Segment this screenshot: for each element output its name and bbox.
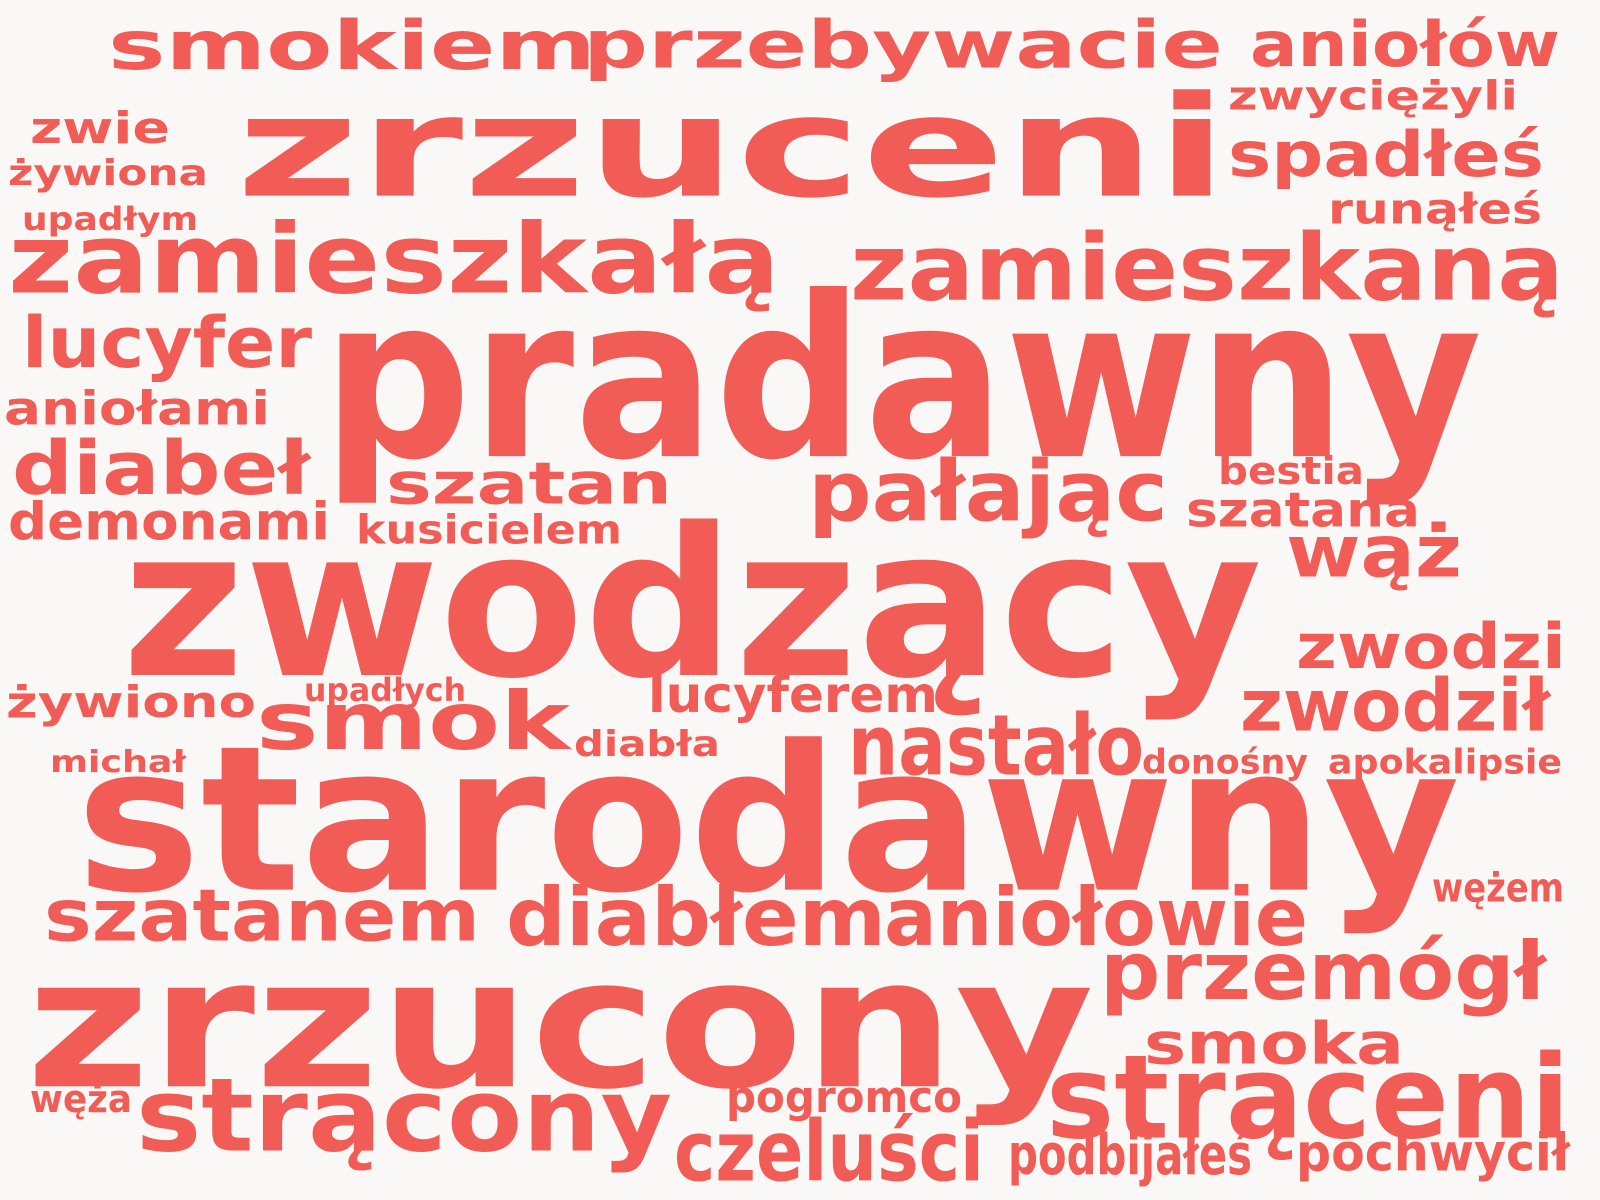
word-upadlym: upadłym xyxy=(22,200,198,238)
word-aniolowie: aniołowie xyxy=(884,870,1308,965)
word-wezem: wężem xyxy=(1432,864,1564,912)
word-bestia: bestia xyxy=(1218,448,1364,494)
word-szatan: szatan xyxy=(386,449,672,518)
word-zrzucony: zrzucony xyxy=(26,918,1094,1130)
word-zamieszkana: zamieszkaną xyxy=(850,213,1564,322)
word-lucyfer: lucyfer xyxy=(22,301,312,384)
word-czelusci: czeluści xyxy=(674,1102,984,1200)
word-zwodzacy: zwodzący xyxy=(122,483,1262,725)
word-szatana: szatana xyxy=(1186,481,1420,538)
word-szatanem: szatanem xyxy=(44,873,480,958)
word-zwodzi: zwodzi xyxy=(1296,610,1566,683)
word-diablem: diabłem xyxy=(506,870,886,965)
word-michal: michał xyxy=(50,744,186,780)
word-aniolami: aniołami xyxy=(4,381,270,436)
word-przemogl: przemógł xyxy=(1100,924,1546,1019)
word-upadlych: upadłych xyxy=(304,671,466,709)
word-spadles: spadłeś xyxy=(1228,118,1544,191)
word-przebywacie: przebywacie xyxy=(583,6,1223,84)
word-diabel: diabeł xyxy=(12,425,310,512)
word-podbijales: podbijałeś xyxy=(1008,1121,1252,1188)
word-pradawny: pradawny xyxy=(322,247,1482,510)
word-straceni: strąceni xyxy=(1046,1029,1570,1166)
word-zrzuceni: zrzuceni xyxy=(236,65,1228,230)
word-waz: wąż xyxy=(1286,509,1462,594)
word-apokalipsie: apokalipsie xyxy=(1328,741,1562,782)
word-zwie: zwie xyxy=(30,102,170,154)
word-starodawny: starodawny xyxy=(76,701,1460,939)
word-smoka: smoka xyxy=(1144,1009,1404,1078)
word-zywiona: żywiona xyxy=(8,151,208,194)
word-aniolow: aniołów xyxy=(1250,8,1560,81)
word-nastalo: nastało xyxy=(848,696,1144,795)
word-zywiono: żywiono xyxy=(6,676,256,728)
word-zamieszkala: zamieszkałą xyxy=(8,203,780,316)
word-runales: runąłeś xyxy=(1328,184,1542,234)
word-zwyciezyli: zwyciężyli xyxy=(1228,72,1518,120)
word-pogromco: pogromco xyxy=(726,1071,962,1123)
word-weza: węża xyxy=(30,1076,132,1122)
word-kusicielem: kusicielem xyxy=(356,506,622,554)
word-lucyferem: lucyferem xyxy=(648,665,938,724)
word-diabla: diabła xyxy=(574,722,720,765)
word-smokiem: smokiem xyxy=(108,5,596,86)
word-zwodzil: zwodził xyxy=(1240,663,1550,748)
word-smok: smok xyxy=(256,674,570,769)
word-palajac: pałając xyxy=(808,442,1168,541)
word-demonami: demonami xyxy=(8,491,330,553)
word-donosny: donośny xyxy=(1142,741,1308,782)
word-pochwycil: pochwycił xyxy=(1296,1122,1570,1184)
word-stracony: strącony xyxy=(136,1055,672,1176)
